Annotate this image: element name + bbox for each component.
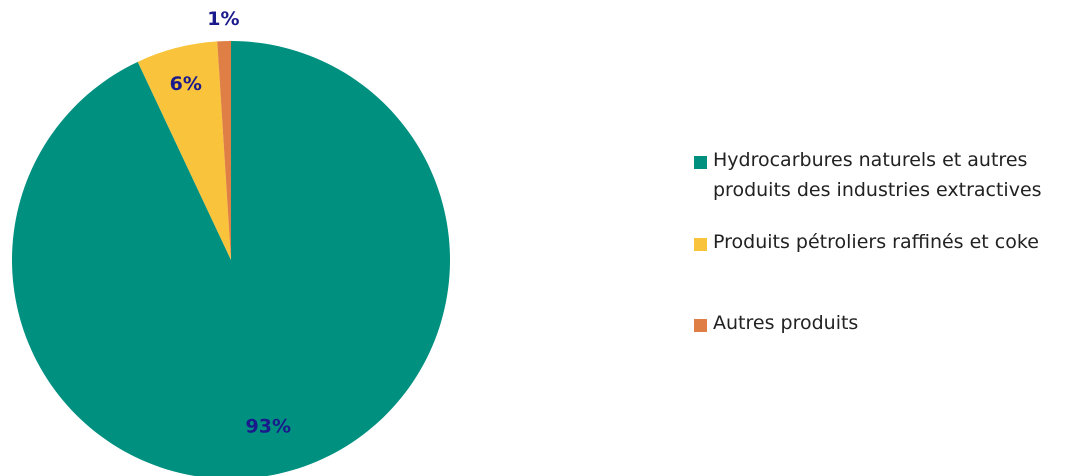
pie-slice-produits-petroliers [137, 41, 231, 261]
legend-label-produits-petroliers: Produits pétroliers raffinés et coke [713, 231, 1039, 253]
legend-label-hydrocarbures: Hydrocarbures naturels et autres produit… [713, 149, 1042, 201]
data-label-produits-petroliers: 6% [170, 73, 202, 95]
legend-swatch-autres-produits [694, 319, 707, 332]
pie-slice-hydrocarbures [12, 41, 450, 476]
legend-item-autres-produits: Autres produits [694, 312, 858, 338]
data-label-hydrocarbures: 93% [246, 416, 291, 438]
legend-label-autres-produits: Autres produits [713, 312, 859, 334]
data-labels: 93% 6% 1% [170, 8, 291, 437]
data-label-autres-produits: 1% [207, 8, 239, 30]
legend-swatch-produits-petroliers [694, 238, 707, 251]
pie-slice-autres-produits [217, 41, 231, 260]
pie-slices [12, 41, 450, 476]
legend-item-hydrocarbures: Hydrocarbures naturels et autres produit… [694, 149, 1042, 205]
legend-item-produits-petroliers: Produits pétroliers raffinés et coke [694, 231, 1039, 257]
legend-swatch-hydrocarbures [694, 156, 707, 169]
